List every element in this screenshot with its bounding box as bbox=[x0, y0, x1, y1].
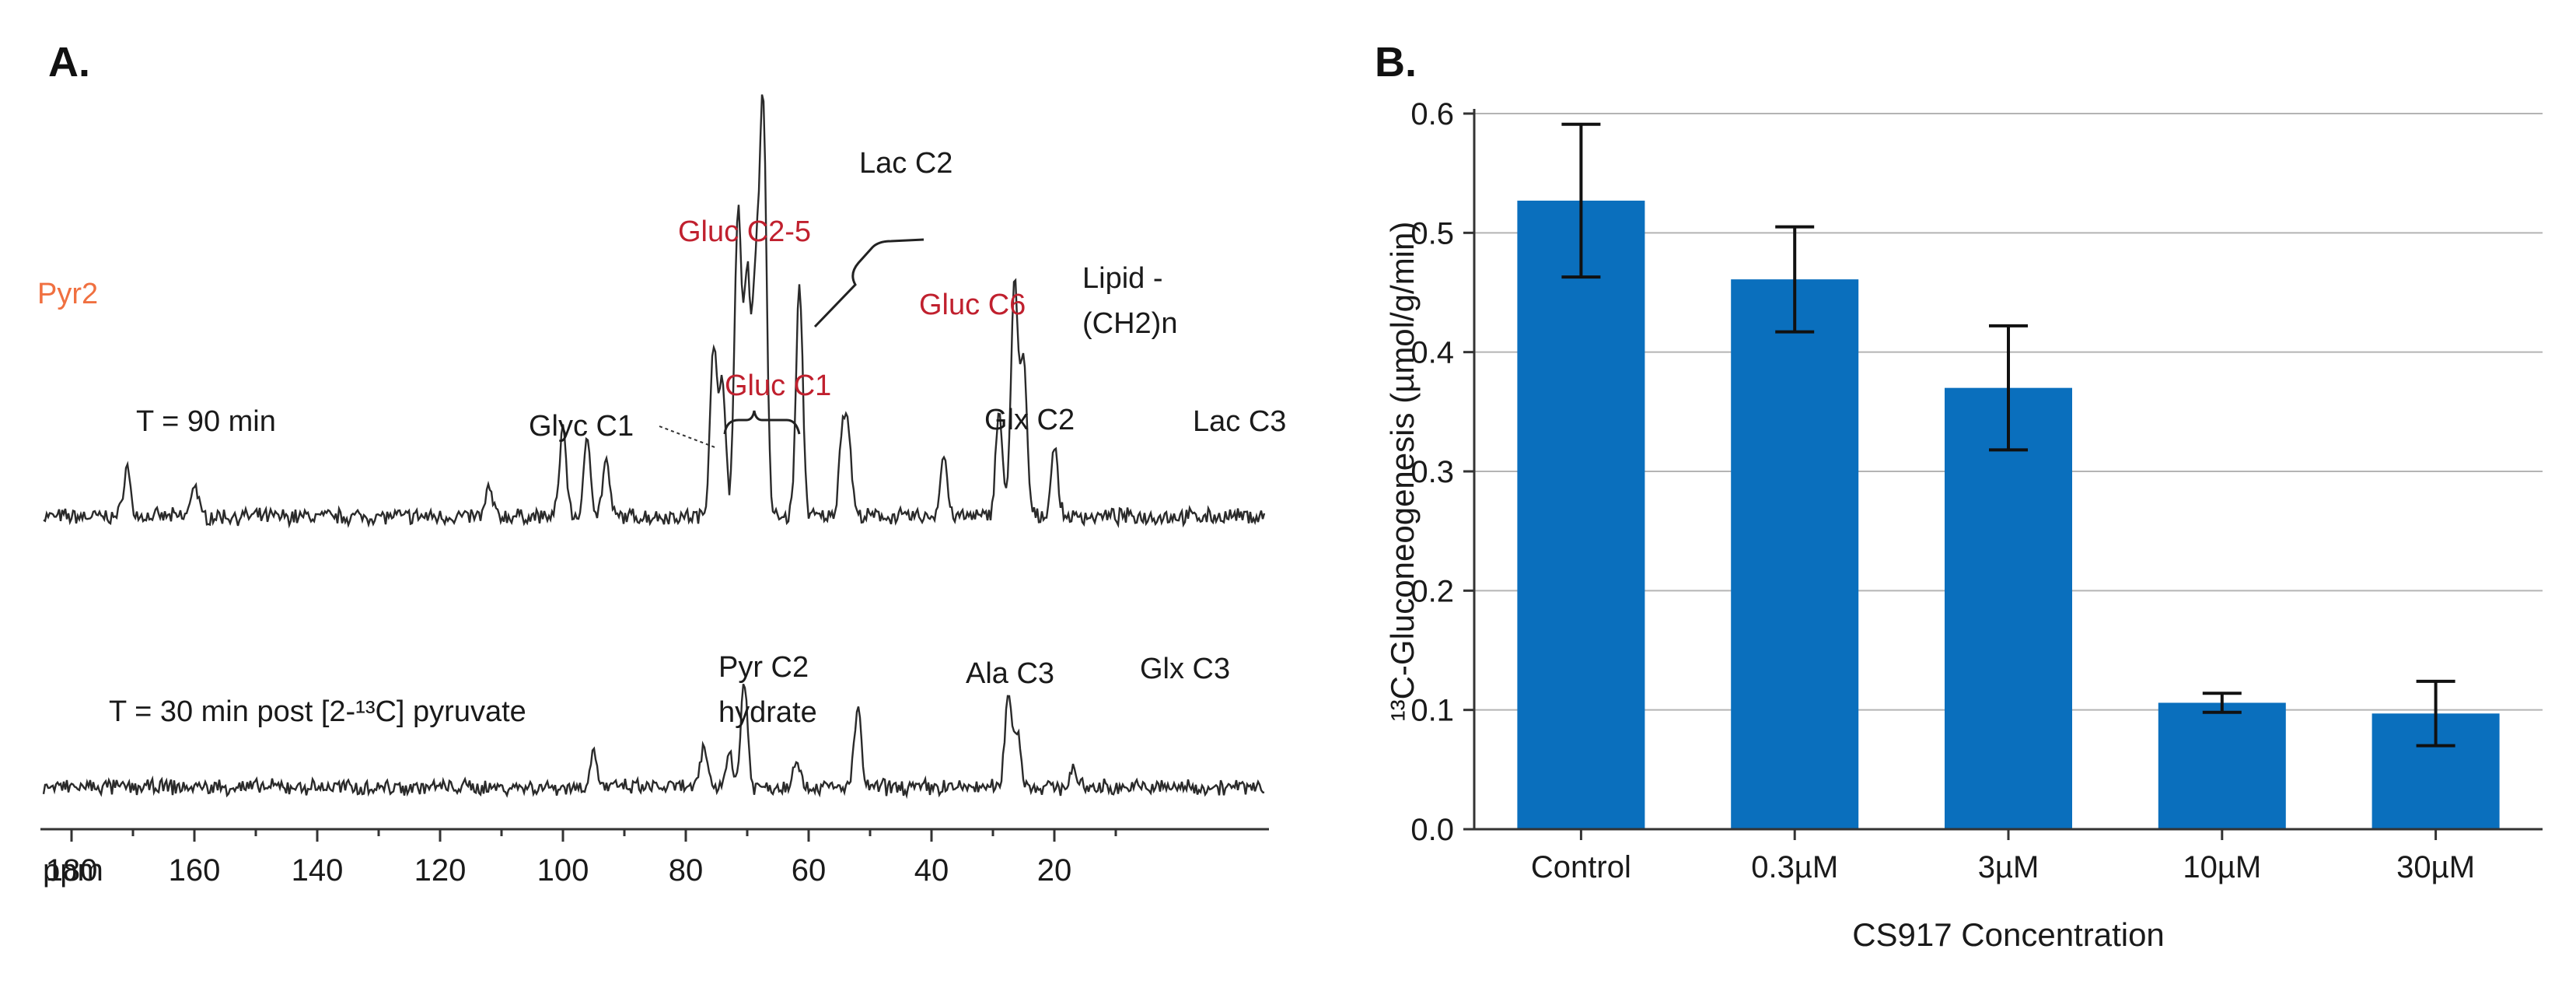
ppm-tick-label: 120 bbox=[414, 853, 467, 888]
x-axis-title: CS917 Concentration bbox=[1852, 916, 2165, 953]
y-tick-label: 0.5 bbox=[1410, 216, 1454, 250]
label-glx-c3: Glx C3 bbox=[1140, 653, 1230, 685]
x-tick-label: 30µM bbox=[2396, 850, 2475, 884]
label-glx-c2: Glx C2 bbox=[984, 404, 1075, 436]
nmr-spectra-panel: A. 180 160 140 120 100 80 60 40 20 ppm T = 90 mi… bbox=[0, 0, 1291, 987]
bottom-spectrum-condition: T = 30 min post [2-¹³C] pyruvate bbox=[109, 695, 526, 728]
label-pyr-c2-line2: hydrate bbox=[718, 696, 817, 729]
bar-0 bbox=[1517, 200, 1645, 829]
ppm-tick-label: 40 bbox=[914, 853, 949, 888]
y-tick-label: 0.3 bbox=[1410, 455, 1454, 489]
nmr-trace-bottom bbox=[42, 683, 1265, 800]
ppm-tick-label: 80 bbox=[669, 853, 704, 888]
ppm-tick-label: 60 bbox=[792, 853, 827, 888]
label-gluc-c1: Gluc C1 bbox=[725, 369, 831, 402]
bar-2 bbox=[1945, 387, 2072, 830]
y-tick-label: 0.1 bbox=[1410, 694, 1454, 728]
nmr-trace-top bbox=[43, 94, 1266, 529]
label-lac-c2: Lac C2 bbox=[859, 147, 952, 180]
gluconeogenesis-bar-chart-panel: B. 0.0 0.1 0.2 0.3 0.4 0.5 0.6 Control 0.3µM 3µM… bbox=[1314, 0, 2576, 987]
y-tick-label: 0.6 bbox=[1410, 97, 1454, 131]
x-tick-label: Control bbox=[1531, 850, 1631, 884]
ppm-tick-label: 180 bbox=[46, 853, 98, 888]
ppm-axis: 180 160 140 120 100 80 60 40 20 ppm bbox=[40, 828, 1269, 888]
gluc-c2-5-bracket bbox=[813, 238, 924, 328]
label-gluc-c6: Gluc C6 bbox=[919, 289, 1026, 321]
label-gluc-c2-5: Gluc C2-5 bbox=[678, 215, 811, 248]
ppm-tick-label: 140 bbox=[292, 853, 344, 888]
gluconeogenesis-bar-chart: B. 0.0 0.1 0.2 0.3 0.4 0.5 0.6 Control 0.3µM 3µM… bbox=[1375, 39, 2543, 953]
ppm-tick-label: 160 bbox=[169, 853, 221, 888]
panel-a-label: A. bbox=[48, 39, 90, 86]
bar-3 bbox=[2158, 702, 2286, 829]
label-lipid-line1: Lipid - bbox=[1082, 262, 1163, 295]
label-pyr-c2-line1: Pyr C2 bbox=[718, 651, 809, 684]
x-tick-label: 3µM bbox=[1978, 850, 2039, 884]
gluc-c1-bracket bbox=[723, 410, 801, 435]
y-axis-title: ¹³C-Gluconeogenesis (µmol/g/min) bbox=[1384, 222, 1421, 722]
y-tick-label: 0.2 bbox=[1410, 574, 1454, 608]
nmr-spectra-figure: A. 180 160 140 120 100 80 60 40 20 ppm T = 90 mi… bbox=[37, 39, 1286, 888]
glyc-c1-pointer bbox=[659, 425, 718, 449]
y-tick-label: 0.4 bbox=[1410, 336, 1454, 370]
x-tick-label: 0.3µM bbox=[1751, 850, 1838, 884]
label-glyc-c1: Glyc C1 bbox=[529, 410, 634, 443]
label-ala-c3: Ala C3 bbox=[966, 657, 1054, 690]
label-lac-c3: Lac C3 bbox=[1193, 405, 1286, 438]
top-spectrum-condition: T = 90 min bbox=[136, 405, 276, 438]
x-tick-label: 10µM bbox=[2183, 850, 2261, 884]
label-lipid-line2: (CH2)n bbox=[1082, 307, 1177, 340]
ppm-tick-label: 20 bbox=[1037, 853, 1072, 888]
ppm-axis-unit: ppm bbox=[43, 853, 103, 888]
panel-b-label: B. bbox=[1375, 39, 1417, 86]
bar-1 bbox=[1731, 279, 1859, 830]
y-tick-label: 0.0 bbox=[1410, 813, 1454, 847]
label-pyr2: Pyr2 bbox=[37, 278, 98, 310]
ppm-tick-label: 100 bbox=[537, 853, 589, 888]
